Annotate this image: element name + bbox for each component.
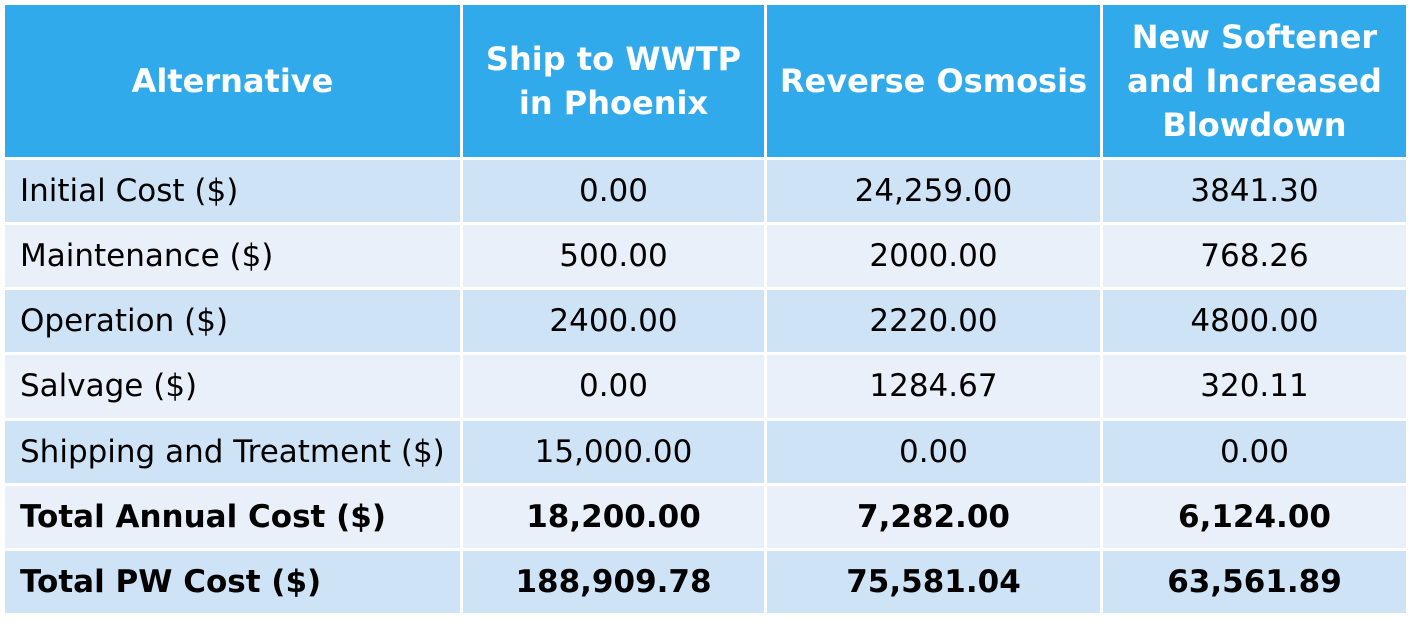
- table-row-maintenance: Maintenance ($) 500.00 2000.00 768.26: [2, 222, 1409, 291]
- table-cell: 0.00: [460, 352, 767, 421]
- table-row-salvage: Salvage ($) 0.00 1284.67 320.11: [2, 352, 1409, 421]
- table-row-operation: Operation ($) 2400.00 2220.00 4800.00: [2, 287, 1409, 356]
- table-cell: 0.00: [460, 156, 767, 226]
- row-label: Initial Cost ($): [2, 156, 463, 226]
- table-cell: 768.26: [1100, 222, 1409, 291]
- table-cell: 2220.00: [764, 287, 1103, 356]
- row-label: Salvage ($): [2, 352, 463, 421]
- row-label: Total Annual Cost ($): [2, 482, 463, 551]
- row-label: Maintenance ($): [2, 222, 463, 291]
- table-row-shipping-treatment: Shipping and Treatment ($) 15,000.00 0.0…: [2, 417, 1409, 486]
- table-cell: 6,124.00: [1100, 482, 1409, 551]
- table-cell: 0.00: [1100, 417, 1409, 486]
- table-cell: 3841.30: [1100, 156, 1409, 226]
- table-cell: 15,000.00: [460, 417, 767, 486]
- table-row-total-pw-cost: Total PW Cost ($) 188,909.78 75,581.04 6…: [2, 547, 1409, 617]
- header-row: Alternative Ship to WWTP in Phoenix Reve…: [2, 2, 1409, 160]
- table-cell: 18,200.00: [460, 482, 767, 551]
- column-header-reverse-osmosis: Reverse Osmosis: [764, 2, 1103, 160]
- table-cell: 63,561.89: [1100, 547, 1409, 617]
- table-cell: 188,909.78: [460, 547, 767, 617]
- table-cell: 500.00: [460, 222, 767, 291]
- table-cell: 75,581.04: [764, 547, 1103, 617]
- row-label: Operation ($): [2, 287, 463, 356]
- table-cell: 7,282.00: [764, 482, 1103, 551]
- row-label: Total PW Cost ($): [2, 547, 463, 617]
- column-header-ship-to-wwtp: Ship to WWTP in Phoenix: [460, 2, 767, 160]
- table-cell: 1284.67: [764, 352, 1103, 421]
- table-cell: 2400.00: [460, 287, 767, 356]
- column-header-alternative: Alternative: [2, 2, 463, 160]
- table-cell: 24,259.00: [764, 156, 1103, 226]
- column-header-new-softener: New Softener and Increased Blowdown: [1100, 2, 1409, 160]
- table-row-initial-cost: Initial Cost ($) 0.00 24,259.00 3841.30: [2, 156, 1409, 226]
- table-row-total-annual-cost: Total Annual Cost ($) 18,200.00 7,282.00…: [2, 482, 1409, 551]
- table-cell: 0.00: [764, 417, 1103, 486]
- row-label: Shipping and Treatment ($): [2, 417, 463, 486]
- table-cell: 320.11: [1100, 352, 1409, 421]
- table-cell: 2000.00: [764, 222, 1103, 291]
- table-cell: 4800.00: [1100, 287, 1409, 356]
